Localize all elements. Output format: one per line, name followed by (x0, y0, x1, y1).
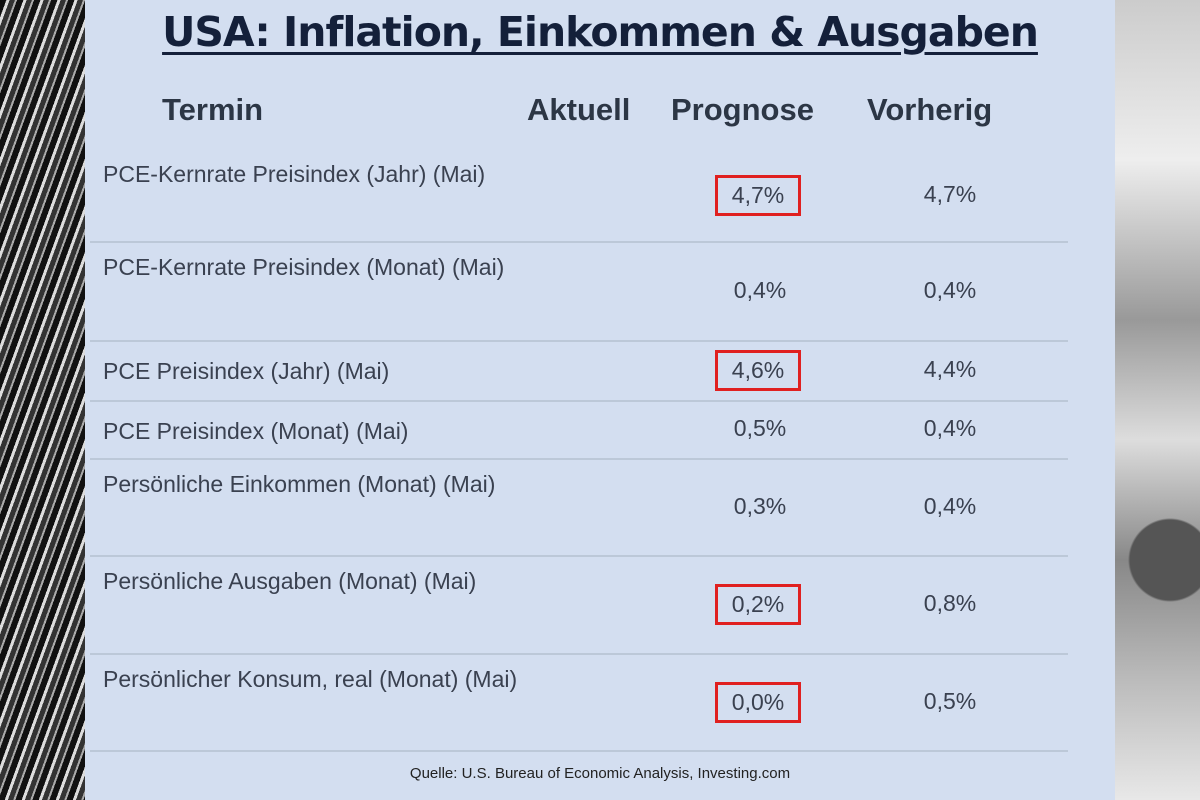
header-termin: Termin (162, 92, 264, 127)
table-row: PCE-Kernrate Preisindex (Monat) (Mai) 0,4… (90, 243, 1068, 342)
header-vorherig: Vorherig (867, 92, 993, 127)
row-prognose: 0,2% (715, 584, 801, 625)
row-termin: PCE-Kernrate Preisindex (Monat) (Mai) (103, 254, 505, 280)
row-termin: Persönliche Ausgaben (Monat) (Mai) (103, 568, 477, 594)
row-prognose: 0,3% (733, 492, 787, 519)
row-prognose: 4,6% (715, 350, 801, 391)
page-title: USA: Inflation, Einkommen & Ausgaben (162, 8, 1039, 56)
row-termin: PCE Preisindex (Jahr) (Mai) (103, 358, 390, 384)
table-row: PCE-Kernrate Preisindex (Jahr) (Mai) 4,7%… (90, 150, 1068, 243)
row-termin: PCE-Kernrate Preisindex (Jahr) (Mai) (103, 161, 486, 187)
row-termin: Persönliche Einkommen (Monat) (Mai) (103, 471, 496, 497)
row-vorherig: 0,4% (923, 415, 977, 441)
row-vorherig: 4,4% (923, 356, 977, 382)
table-row: Persönlicher Konsum, real (Monat) (Mai) 0… (90, 655, 1068, 752)
row-vorherig: 0,4% (923, 492, 977, 519)
table-row: Persönliche Einkommen (Monat) (Mai) 0,3% 0… (90, 460, 1068, 557)
row-termin: PCE Preisindex (Monat) (Mai) (103, 418, 409, 444)
header-prognose: Prognose (671, 92, 814, 127)
row-vorherig: 0,5% (923, 687, 977, 714)
row-termin: Persönlicher Konsum, real (Monat) (Mai) (103, 666, 518, 692)
row-vorherig: 4,7% (923, 180, 977, 207)
table-row: PCE Preisindex (Jahr) (Mai) 4,6% 4,4% (90, 342, 1068, 402)
background-photo-left (0, 0, 90, 800)
row-vorherig: 0,4% (923, 276, 977, 303)
row-prognose: 0,0% (715, 681, 801, 723)
row-vorherig: 0,8% (923, 590, 977, 616)
row-prognose: 0,4% (733, 276, 787, 303)
row-prognose: 0,5% (733, 415, 787, 441)
header-aktuell: Aktuell (527, 92, 631, 127)
table-panel: USA: Inflation, Einkommen & Ausgaben Ter… (85, 0, 1115, 800)
row-prognose: 4,7% (715, 174, 801, 216)
background-photo-right (1110, 0, 1200, 800)
table-row: Persönliche Ausgaben (Monat) (Mai) 0,2% 0,… (90, 557, 1068, 655)
table-row: PCE Preisindex (Monat) (Mai) 0,5% 0,4% (90, 402, 1068, 460)
source-note: Quelle: U.S. Bureau of Economic Analysis… (409, 765, 791, 782)
